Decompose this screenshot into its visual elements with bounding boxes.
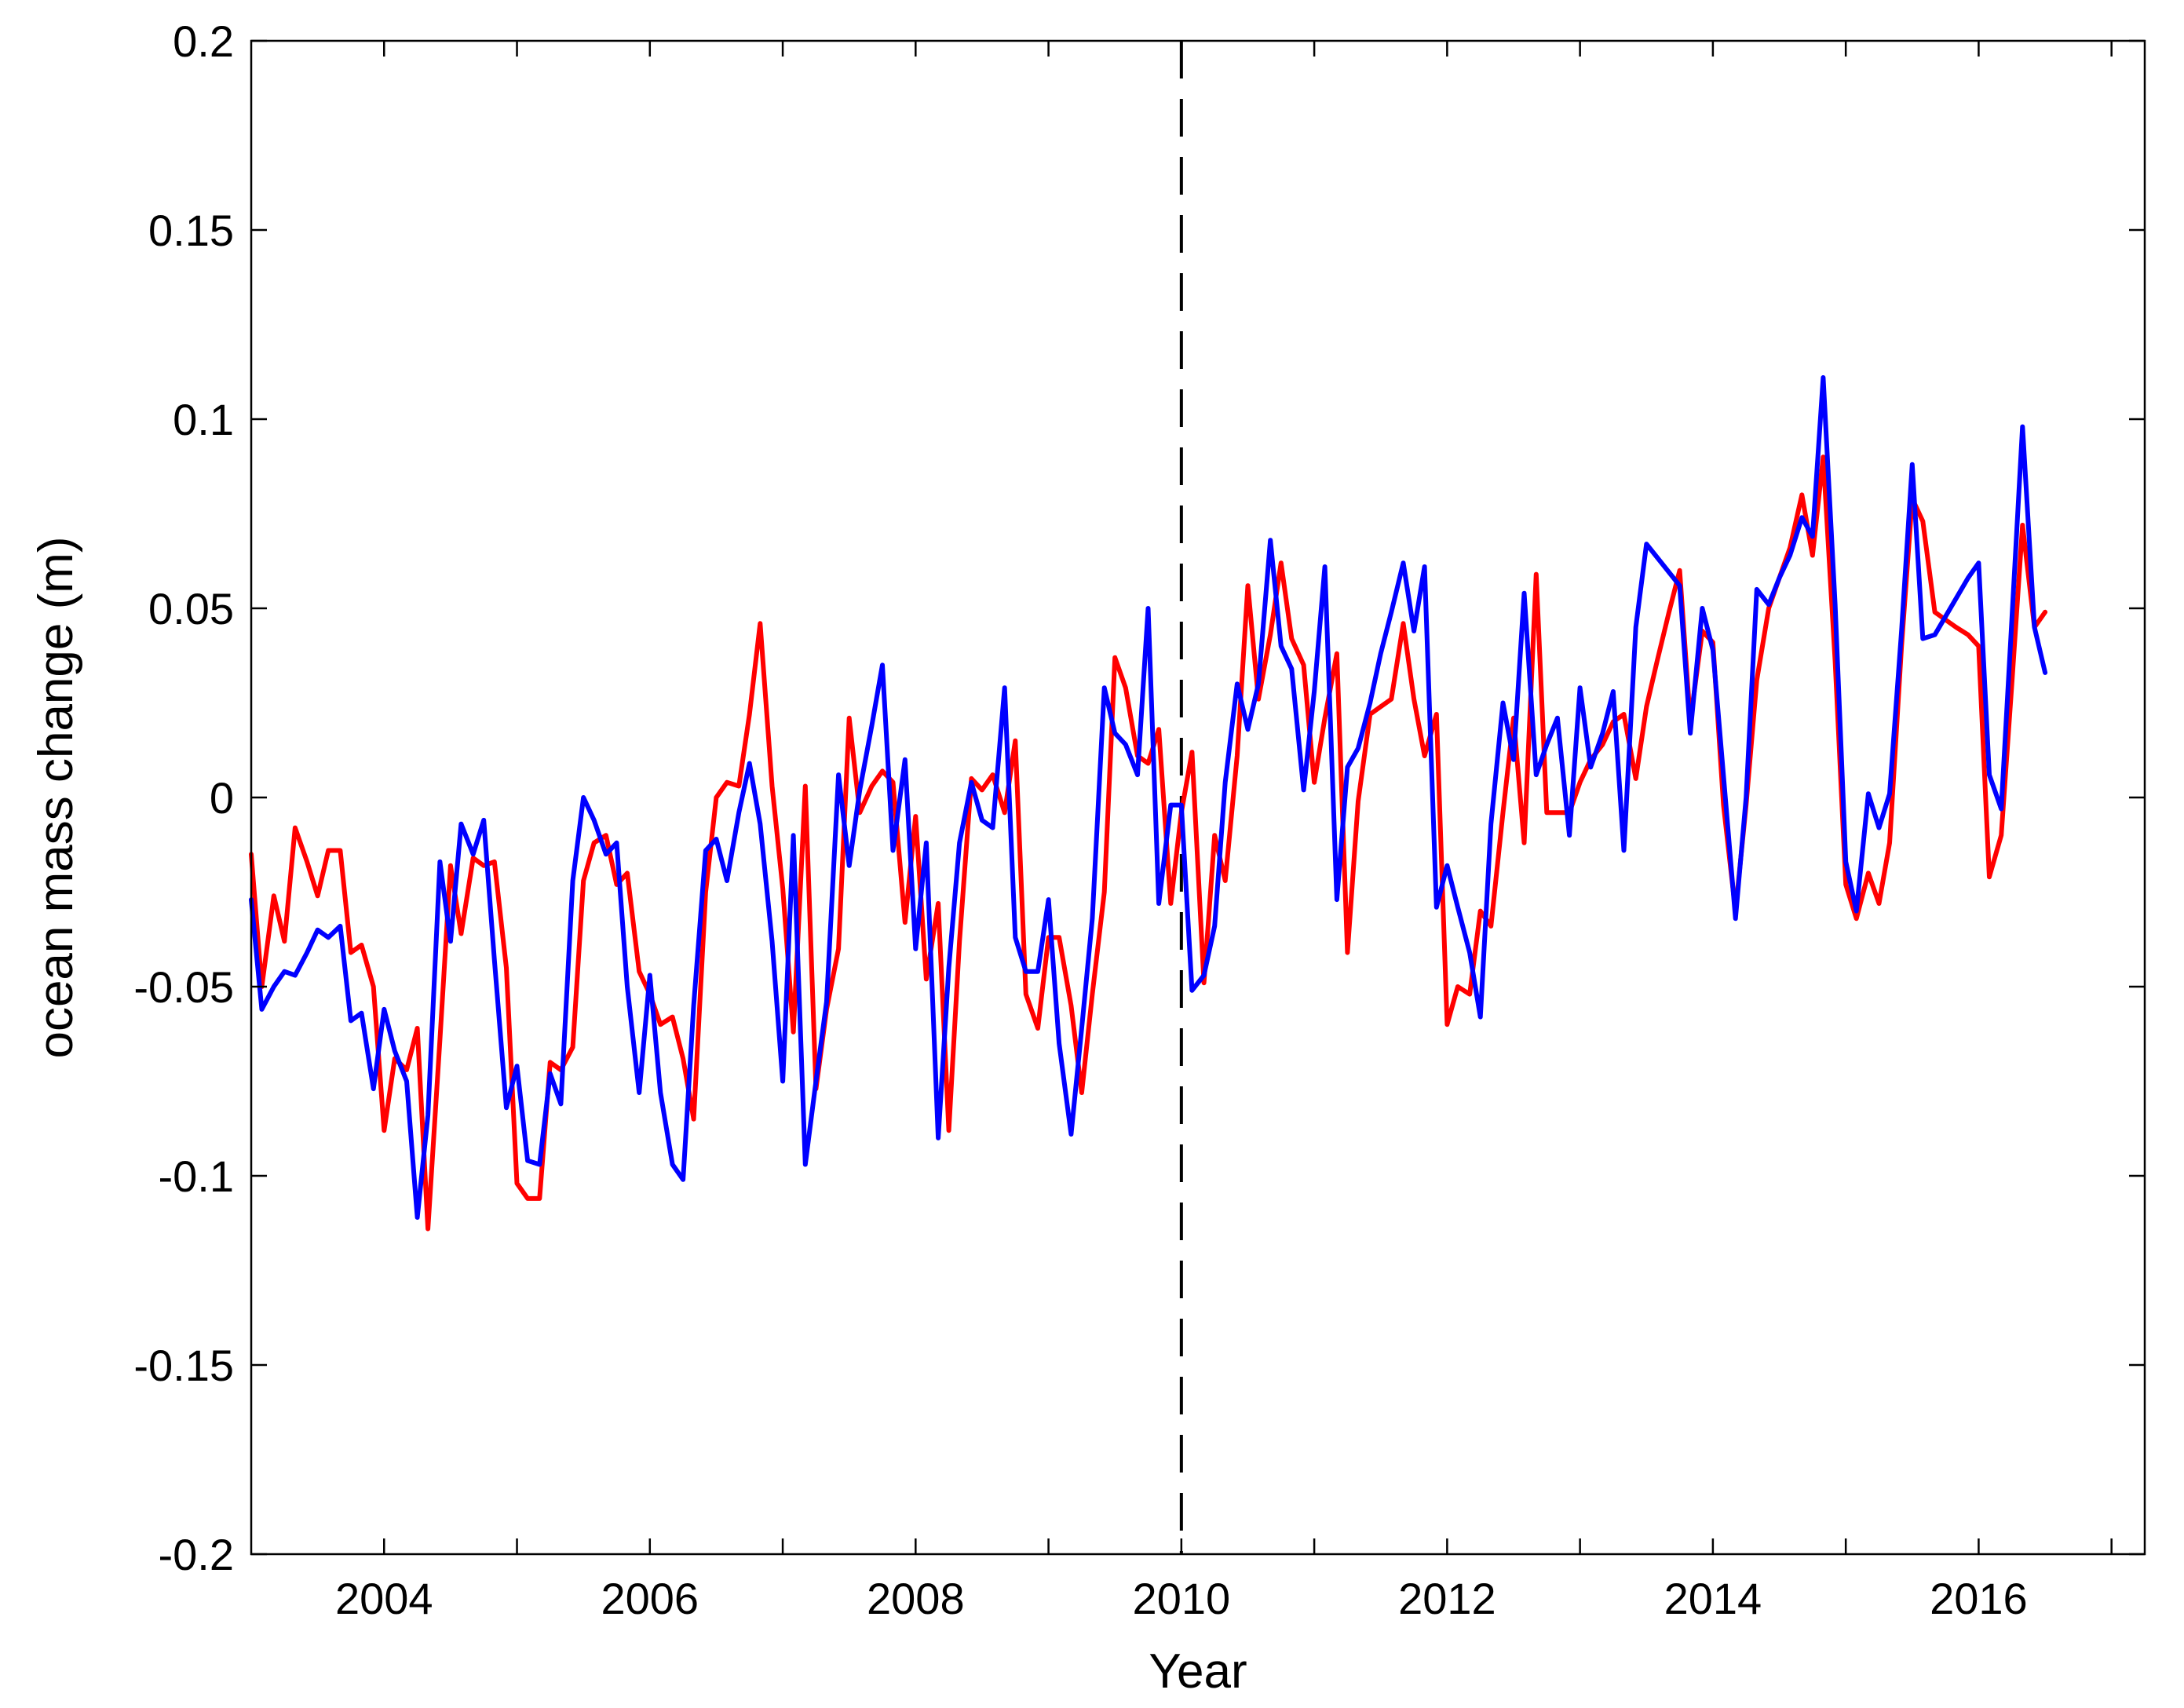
x-tick-label: 2016	[1930, 1574, 2028, 1623]
x-tick-label: 2006	[601, 1574, 699, 1623]
y-tick-label: -0.2	[159, 1530, 235, 1579]
y-tick-label: 0.1	[173, 395, 234, 444]
plot-frame	[250, 39, 2146, 1556]
y-tick-label: -0.15	[133, 1341, 234, 1390]
series-line-blue	[249, 375, 2048, 1220]
x-tick-label: 2008	[867, 1574, 965, 1623]
y-tick-label: -0.05	[133, 962, 234, 1012]
x-tick-label: 2010	[1133, 1574, 1231, 1623]
y-axis-title: ocean mass change (m)	[29, 536, 83, 1058]
x-tick-label: 2012	[1398, 1574, 1496, 1623]
plot-area	[251, 41, 2145, 1554]
y-tick-label: 0.05	[148, 584, 234, 633]
x-tick-label: 2014	[1664, 1574, 1762, 1623]
x-axis-title: Year	[1149, 1644, 1247, 1699]
y-tick-label: 0.2	[173, 16, 234, 66]
y-tick-label: 0	[210, 773, 234, 823]
y-tick-label: 0.15	[148, 206, 234, 255]
x-tick-label: 2004	[335, 1574, 433, 1623]
y-tick-label: -0.1	[159, 1151, 235, 1201]
